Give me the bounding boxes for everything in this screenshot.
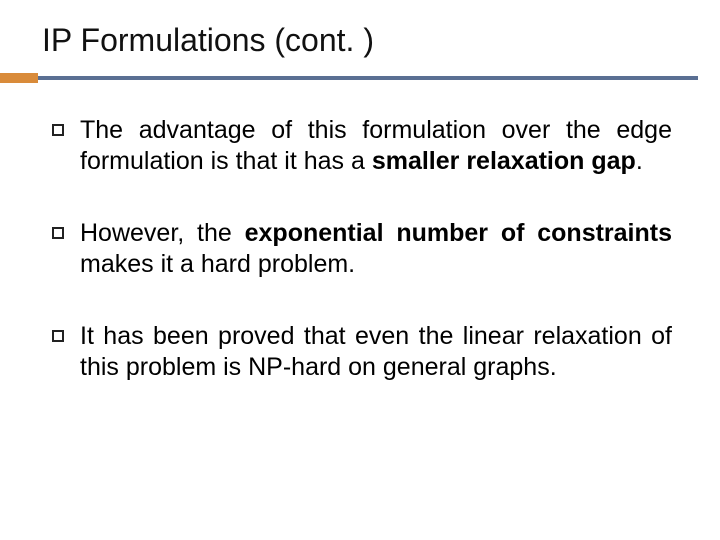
bullet-marker-icon <box>52 330 64 342</box>
slide-title: IP Formulations (cont. ) <box>0 0 720 73</box>
bullet-marker-icon <box>52 124 64 136</box>
bullet-text: However, the exponential number of const… <box>80 218 672 279</box>
bullet-item: It has been proved that even the linear … <box>52 321 672 382</box>
divider-line <box>38 76 698 80</box>
bullet-text: It has been proved that even the linear … <box>80 321 672 382</box>
slide: IP Formulations (cont. ) The advantage o… <box>0 0 720 540</box>
bullet-marker-icon <box>52 227 64 239</box>
bullet-item: The advantage of this formulation over t… <box>52 115 672 176</box>
accent-block <box>0 73 38 83</box>
bullet-item: However, the exponential number of const… <box>52 218 672 279</box>
slide-body: The advantage of this formulation over t… <box>0 115 720 382</box>
title-rule <box>0 73 720 83</box>
bullet-text: The advantage of this formulation over t… <box>80 115 672 176</box>
